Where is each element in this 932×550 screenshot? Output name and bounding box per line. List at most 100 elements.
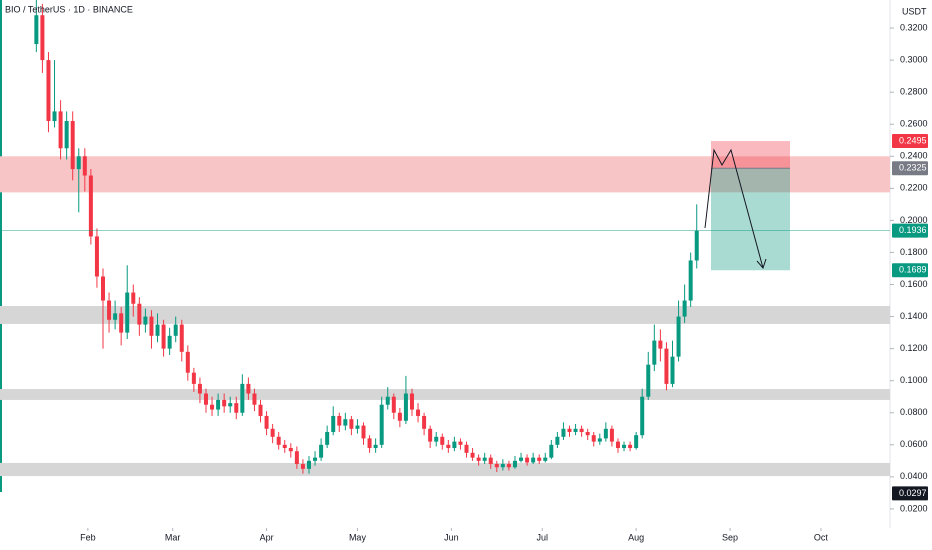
candle-body <box>343 419 348 426</box>
candle-body <box>634 435 639 449</box>
candle-body <box>688 260 693 301</box>
candle-body <box>694 230 699 261</box>
candle-body <box>416 409 421 416</box>
candle-body <box>173 324 178 336</box>
y-tick-label: 0.1000 <box>900 375 928 385</box>
candle-body <box>76 156 81 170</box>
candle-body <box>94 236 99 277</box>
candle-body <box>355 425 360 429</box>
y-tick-label: 0.3200 <box>900 22 928 32</box>
marker-badge <box>892 486 928 501</box>
axis-unit: USDT <box>902 6 927 16</box>
candle-body <box>331 415 336 432</box>
candle-body <box>58 111 63 149</box>
y-tick-label: 0.2600 <box>900 119 928 129</box>
candle-body <box>597 438 602 442</box>
candle-body <box>676 316 681 357</box>
stop-label: 0.2495 <box>899 135 927 145</box>
candle-body <box>452 441 457 449</box>
y-tick-label: 0.2400 <box>900 151 928 161</box>
candle-body <box>264 415 269 429</box>
candle-body <box>222 399 227 407</box>
candle-body <box>537 457 542 461</box>
candle-body <box>179 324 184 352</box>
candle-body <box>591 435 596 442</box>
y-tick-label: 0.2000 <box>900 215 928 225</box>
candle-body <box>628 444 633 449</box>
candle-body <box>300 464 305 469</box>
y-tick-label: 0.1800 <box>900 247 928 257</box>
candle-body <box>270 428 275 437</box>
candle-body <box>349 419 354 429</box>
marker-label: 0.0297 <box>899 488 927 498</box>
candle-body <box>337 415 342 426</box>
candle-body <box>458 441 463 445</box>
zone <box>0 305 890 324</box>
y-tick-label: 0.1400 <box>900 311 928 321</box>
candle-body <box>46 60 51 122</box>
candle-body <box>373 444 378 449</box>
x-tick-label: Apr <box>260 532 274 542</box>
candle-body <box>234 403 239 413</box>
target-label: 0.1689 <box>899 265 927 275</box>
target-zone <box>711 168 790 271</box>
candle-body <box>306 460 311 469</box>
candle-body <box>403 393 408 421</box>
y-tick-label: 0.2200 <box>900 183 928 193</box>
candle-body <box>155 324 160 336</box>
candle-body <box>379 404 384 445</box>
candle-body <box>125 292 130 333</box>
candle-body <box>622 444 627 449</box>
candle-body <box>434 436 439 442</box>
candle-body <box>82 156 87 176</box>
candle-body <box>385 396 390 405</box>
entry-label: 0.2325 <box>899 163 927 173</box>
candle-body <box>107 300 112 320</box>
y-tick-label: 0.2800 <box>900 87 928 97</box>
candle-body <box>361 425 366 439</box>
candle-body <box>88 175 93 237</box>
candle-body <box>464 444 469 453</box>
y-tick-label: 0.1600 <box>900 279 928 289</box>
candle-body <box>506 464 511 468</box>
zone <box>0 389 890 400</box>
arrow-head <box>756 258 767 269</box>
candle-body <box>288 448 293 452</box>
candle-body <box>646 364 651 397</box>
candle-body <box>113 313 118 320</box>
last-price-label: 0.1936 <box>899 225 927 235</box>
candle-body <box>658 340 663 349</box>
candle-body <box>652 340 657 365</box>
candle-body <box>325 431 330 445</box>
candle-body <box>409 393 414 410</box>
candles <box>34 0 699 474</box>
stop-badge <box>892 134 928 149</box>
candle-body <box>682 300 687 317</box>
candle-body <box>167 335 172 349</box>
candle-body <box>555 436 560 445</box>
x-tick-label: May <box>349 532 367 542</box>
x-tick-label: Jun <box>444 532 459 542</box>
candle-body <box>228 403 233 407</box>
candle-body <box>276 436 281 445</box>
candle-body <box>210 404 215 410</box>
candle-body <box>367 438 372 449</box>
candle-body <box>64 121 69 149</box>
candle-body <box>131 292 136 304</box>
candle-body <box>543 457 548 461</box>
candle-body <box>34 15 39 45</box>
candle-body <box>488 457 493 465</box>
candle-body <box>440 436 445 445</box>
y-tick-label: 0.0200 <box>900 503 928 513</box>
candle-body <box>240 383 245 413</box>
axes: 0.0200 0.0400 0.0600 0.0800 0.1000 0.1200 0.14… <box>0 22 928 542</box>
candle-body <box>664 348 669 384</box>
candle-body <box>149 316 154 336</box>
x-tick-label: Feb <box>80 532 96 542</box>
candle-body <box>100 276 105 301</box>
candle-body <box>519 457 524 461</box>
zone <box>0 462 890 477</box>
candle-body <box>549 444 554 458</box>
candle-body <box>52 111 57 122</box>
